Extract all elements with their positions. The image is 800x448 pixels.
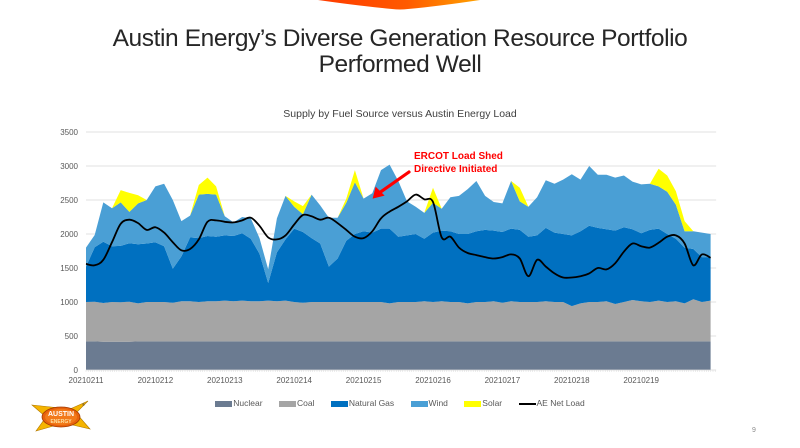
area-nuclear — [86, 341, 711, 370]
y-tick-label: 500 — [65, 332, 79, 341]
legend-wind: Wind — [410, 397, 448, 408]
legend-label-natural-gas: Natural Gas — [348, 397, 395, 408]
y-tick-label: 1500 — [60, 264, 78, 273]
y-tick-label: 2500 — [60, 196, 78, 205]
load-shed-annotation: ERCOT Load Shed Directive Initiated — [414, 150, 503, 176]
line-ae-net-load — [85, 193, 712, 279]
legend-swatch-wind — [410, 400, 428, 407]
x-tick-label: 20210219 — [623, 376, 659, 385]
x-tick-label: 20210218 — [554, 376, 590, 385]
legend-swatch-coal — [278, 400, 296, 407]
legend-swatch-natural-gas — [330, 400, 348, 407]
slide-title-line2: Performed Well — [318, 51, 482, 78]
legend-label-solar: Solar — [482, 397, 503, 408]
logo-text-energy: ENERGY — [50, 419, 72, 425]
legend-swatch-nuclear — [215, 400, 233, 407]
area-coal — [86, 299, 711, 342]
chart-title: Supply by Fuel Source versus Austin Ener… — [283, 108, 517, 120]
legend-coal: Coal — [278, 397, 315, 408]
legend-label-coal: Coal — [296, 397, 315, 408]
header-accent-tab — [318, 0, 480, 10]
x-tick-label: 20210212 — [138, 376, 174, 385]
chart-legend: Nuclear Coal Natural Gas Wind Solar AE N… — [0, 397, 800, 408]
y-tick-label: 0 — [74, 366, 79, 375]
area-natural-gas — [86, 225, 711, 307]
x-tick-label: 20210216 — [415, 376, 451, 385]
legend-label-wind: Wind — [428, 397, 448, 408]
page-number: 9 — [752, 427, 756, 434]
slide-title: Austin Energy’s Diverse Generation Resou… — [0, 26, 800, 78]
y-tick-label: 2000 — [60, 230, 78, 239]
slide-title-line1: Austin Energy’s Diverse Generation Resou… — [112, 25, 688, 52]
x-tick-label: 20210213 — [207, 376, 243, 385]
x-tick-label: 20210215 — [346, 376, 382, 385]
legend-label-nuclear: Nuclear — [233, 397, 263, 408]
legend-solar: Solar — [464, 398, 502, 408]
annotation-arrow-shaft — [378, 170, 411, 195]
y-tick-label: 3000 — [60, 162, 78, 171]
y-tick-label: 3500 — [60, 128, 78, 137]
x-tick-label: 20210211 — [69, 376, 105, 385]
legend-label-net-load: AE Net Load — [536, 397, 585, 408]
austin-energy-logo: AUSTIN ENERGY ® — [31, 400, 91, 432]
annotation-line1: ERCOT Load Shed — [414, 151, 503, 162]
y-tick-label: 1000 — [60, 298, 78, 307]
area-wind — [86, 164, 711, 283]
svg-text:®: ® — [82, 402, 85, 407]
legend-nuclear: Nuclear — [215, 397, 263, 408]
legend-natural-gas: Natural Gas — [330, 397, 395, 408]
x-tick-label: 20210217 — [485, 376, 521, 385]
legend-net-load: AE Net Load — [518, 397, 585, 408]
legend-swatch-solar — [464, 400, 482, 407]
annotation-line2: Directive Initiated — [414, 164, 498, 175]
x-tick-label: 20210214 — [276, 376, 312, 385]
legend-swatch-net-load — [518, 402, 536, 405]
logo-text-austin: AUSTIN — [48, 411, 74, 418]
annotation-arrow-head — [372, 186, 385, 199]
